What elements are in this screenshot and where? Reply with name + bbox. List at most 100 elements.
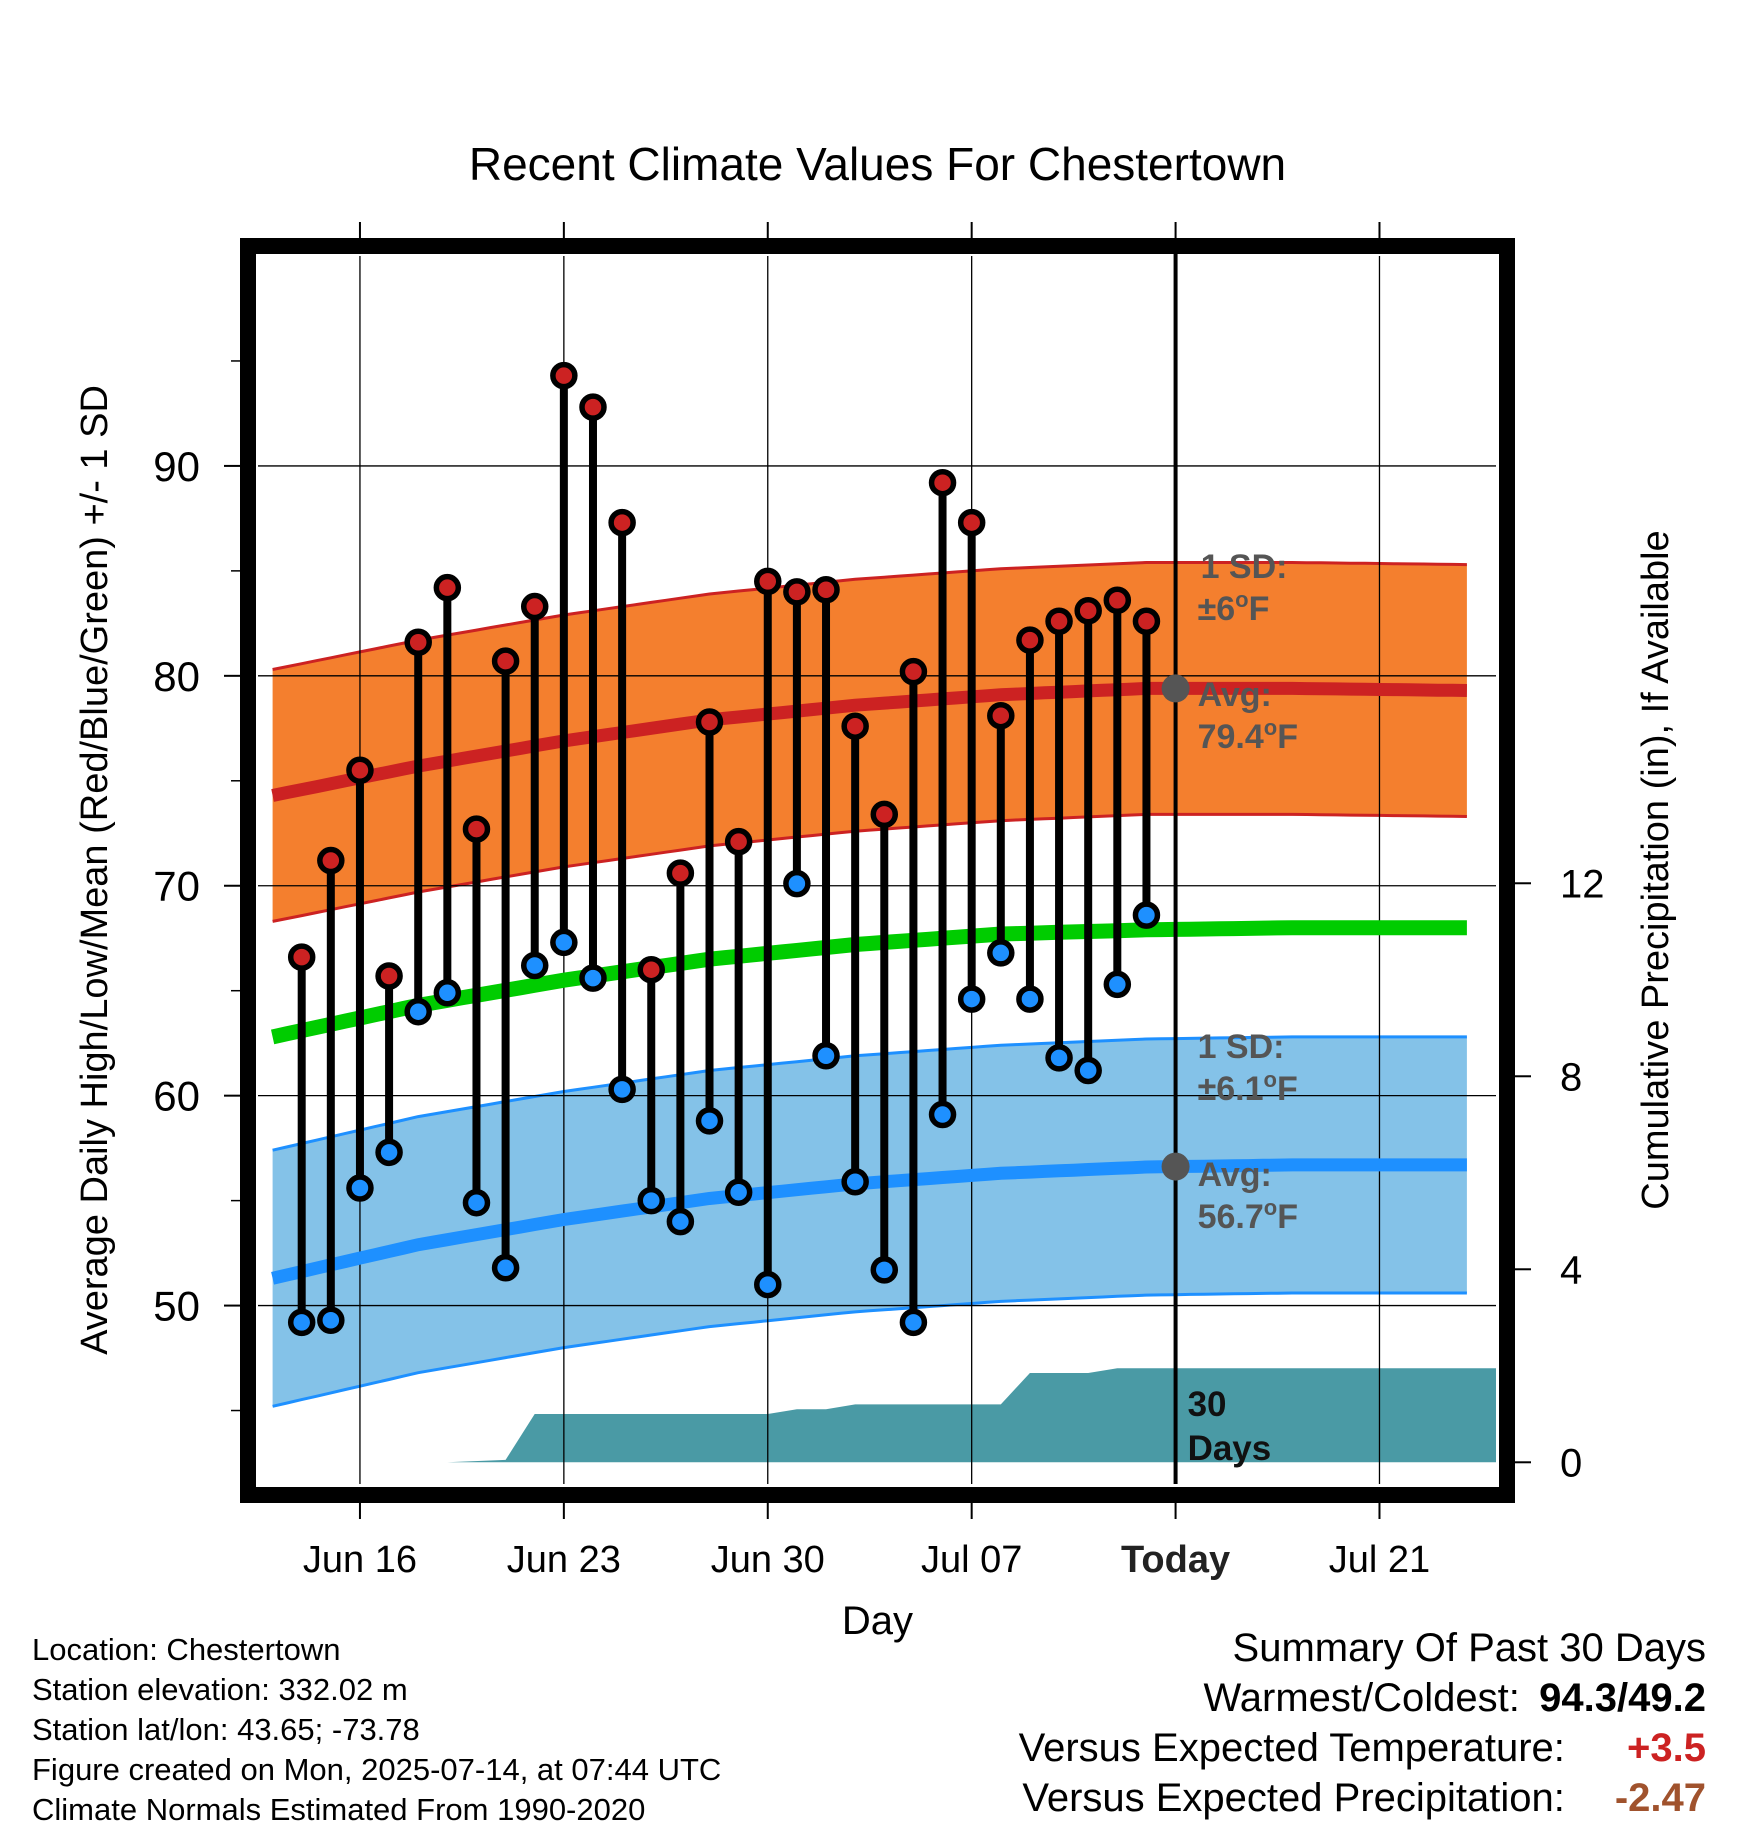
daily-high-point <box>608 508 636 537</box>
low-sd-label: 1 SD: <box>1198 1028 1285 1066</box>
daily-low-point <box>491 1254 520 1282</box>
sd-bands <box>272 561 1467 1408</box>
high-sd-lower-line <box>272 812 1467 923</box>
warm-cold-row: Warmest/Coldest: 94.3/49.2 <box>1019 1673 1707 1723</box>
x-tick-label: Jun 16 <box>303 1539 417 1581</box>
summary-panel: Summary Of Past 30 Days Warmest/Coldest:… <box>1019 1623 1706 1823</box>
high-sd-value: ±6oF <box>1198 587 1270 628</box>
daily-low-point <box>550 928 578 957</box>
daily-low-point <box>404 997 432 1026</box>
location-text: Location: Chestertown <box>32 1632 341 1667</box>
y-right-tick-label: 4 <box>1560 1248 1582 1292</box>
daily-high-point <box>1074 597 1102 625</box>
y-left-tick-label: 80 <box>153 653 200 700</box>
elevation-text: Station elevation: 332.02 m <box>32 1672 408 1707</box>
daily-low-point <box>520 951 549 980</box>
daily-high-point <box>491 647 520 675</box>
daily-low-point <box>666 1207 695 1236</box>
normals-text: Climate Normals Estimated From 1990-2020 <box>32 1792 646 1827</box>
plot-frame <box>240 238 1515 1503</box>
daily-low-point <box>724 1178 753 1206</box>
daily-low-point <box>375 1138 403 1167</box>
normal-lines <box>270 681 1467 1285</box>
y-left-tick-label: 70 <box>153 863 200 910</box>
daily-high-point <box>1103 586 1132 615</box>
low-sd-upper-line <box>272 1035 1467 1152</box>
daily-high-point <box>987 701 1015 730</box>
x-axis-label: Day <box>842 1599 913 1643</box>
y-right-tick-label: 0 <box>1560 1441 1582 1485</box>
daily-high-point <box>1045 607 1073 636</box>
y-left-tick-label: 50 <box>153 1283 200 1330</box>
warm-cold-value: 94.3/49.2 <box>1539 1676 1706 1720</box>
daily-high-point <box>870 800 899 829</box>
titles: Recent Climate Values For Chestertown Day… <box>74 138 1677 1643</box>
low-sd-band <box>272 1036 1467 1407</box>
precip-window-line1: 30 <box>1188 1385 1227 1424</box>
x-tick-label: Today <box>1121 1539 1230 1581</box>
daily-bars <box>297 375 1151 1323</box>
daily-low-point <box>1074 1056 1102 1085</box>
x-tick-label: Jul 07 <box>921 1539 1022 1581</box>
precip-anomaly-row: Versus Expected Precipitation: -2.47 <box>1019 1773 1706 1823</box>
daily-low-point <box>987 939 1015 967</box>
summary-title: Summary Of Past 30 Days <box>1232 1626 1706 1670</box>
x-tick-label: Jul 21 <box>1329 1539 1430 1581</box>
y-right-axis-label: Cumulative Precipitation (in), If Availa… <box>1635 530 1677 1209</box>
daily-high-point <box>579 393 607 421</box>
x-tick-label: Jun 30 <box>711 1539 825 1581</box>
daily-low-point <box>608 1075 636 1104</box>
high-sd-band <box>272 562 1467 922</box>
daily-high-point <box>433 573 462 602</box>
normal-mean-line <box>270 920 1467 1045</box>
low-sd-value: ±6.1oF <box>1198 1067 1298 1108</box>
high-avg-value: 79.4oF <box>1198 715 1298 756</box>
daily-low-point <box>346 1174 374 1202</box>
temp-anomaly-value: +3.5 <box>1627 1726 1706 1770</box>
daily-high-point <box>899 657 928 686</box>
daily-low-point <box>1045 1044 1073 1072</box>
daily-high-point <box>404 628 432 656</box>
y-right-tick-label: 12 <box>1560 862 1605 906</box>
daily-high-point <box>957 508 986 537</box>
today-low-avg-marker <box>1161 1152 1190 1181</box>
daily-low-point <box>637 1186 665 1215</box>
high-sd-label: 1 SD: <box>1201 548 1288 586</box>
daily-high-point <box>928 468 957 497</box>
daily-low-point <box>287 1308 316 1337</box>
daily-points <box>287 361 1161 1337</box>
normal-low-line <box>271 1158 1467 1285</box>
y-left-tick-label: 90 <box>153 443 200 490</box>
daily-high-point <box>346 756 374 785</box>
daily-low-point <box>783 869 811 898</box>
daily-high-point <box>841 712 869 740</box>
daily-high-point <box>1132 607 1161 636</box>
x-tick-label: Jun 23 <box>507 1539 621 1581</box>
daily-low-point <box>1016 985 1044 1013</box>
plot-border <box>240 238 1515 1503</box>
daily-low-point <box>1132 901 1161 929</box>
daily-low-point <box>1103 970 1132 999</box>
daily-low-point <box>812 1042 840 1070</box>
daily-low-point <box>928 1100 957 1129</box>
today-high-avg-marker <box>1161 674 1190 703</box>
daily-high-point <box>375 962 403 990</box>
daily-low-point <box>957 985 986 1013</box>
daily-low-point <box>462 1188 491 1217</box>
daily-low-point <box>579 964 607 992</box>
daily-low-point <box>433 979 462 1007</box>
precip-anomaly-label: Versus Expected Precipitation: <box>1022 1776 1565 1820</box>
latlon-text: Station lat/lon: 43.65; -73.78 <box>32 1712 420 1747</box>
daily-high-point <box>666 859 695 887</box>
low-avg-value: 56.7oF <box>1198 1195 1298 1236</box>
station-info: Location: Chestertown Station elevation:… <box>32 1630 721 1830</box>
daily-high-point <box>550 361 578 390</box>
daily-high-point <box>812 576 840 604</box>
daily-high-point <box>520 592 549 621</box>
daily-high-point <box>1016 626 1044 654</box>
temp-anomaly-label: Versus Expected Temperature: <box>1018 1726 1565 1770</box>
daily-low-point <box>899 1308 928 1337</box>
precip-window-line2: Days <box>1188 1429 1272 1468</box>
high-sd-upper-line <box>272 561 1467 671</box>
daily-high-point <box>637 955 665 984</box>
